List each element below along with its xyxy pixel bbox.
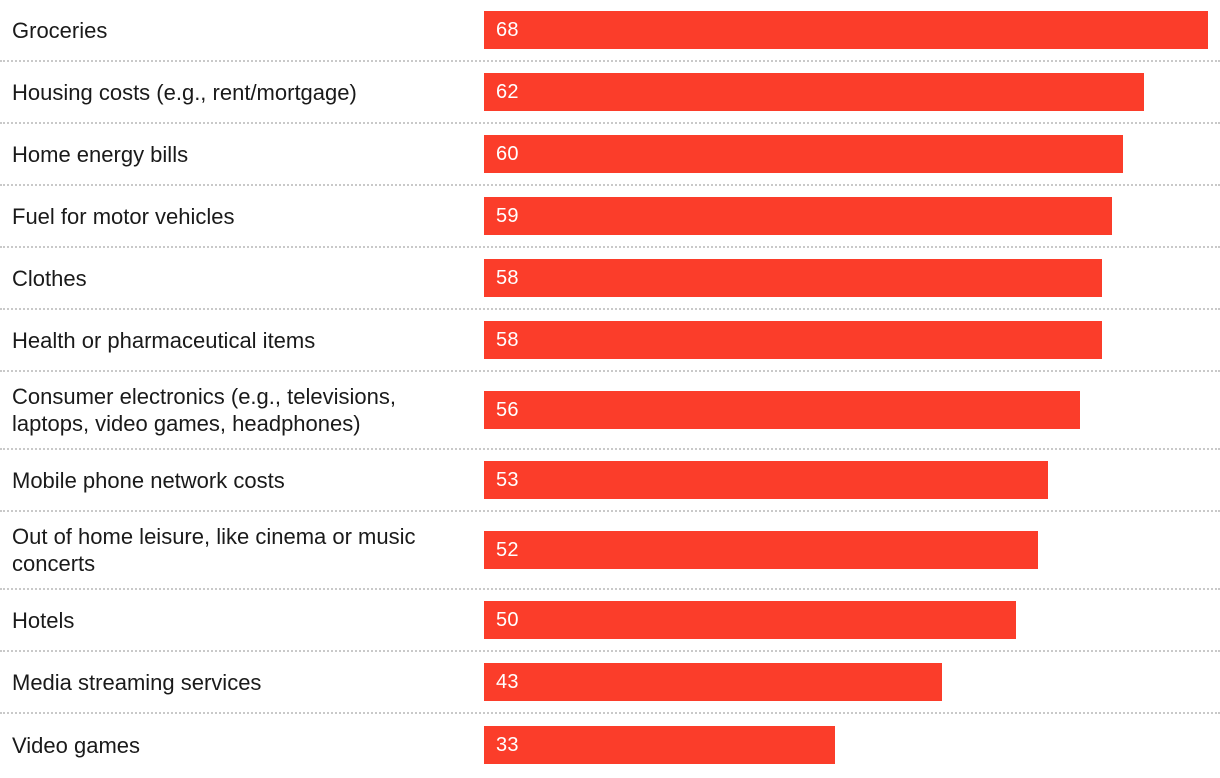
category-label: Video games [12,732,141,758]
value-bar: 50 [484,601,1017,639]
chart-row: Video games 33 [0,714,1220,776]
bar-track: 56 [484,391,1220,429]
value-label: 50 [496,609,519,631]
value-bar: 60 [484,135,1123,173]
value-label: 60 [496,143,519,165]
chart-row: Fuel for motor vehicles 59 [0,186,1220,248]
bar-track: 58 [484,259,1220,297]
chart-row: Home energy bills 60 [0,124,1220,186]
category-label: Home energy bills [12,141,189,167]
chart-row: Clothes 58 [0,248,1220,310]
value-bar: 58 [484,321,1102,359]
value-label: 56 [496,399,519,421]
value-bar: 62 [484,73,1145,111]
category-label: Groceries [12,17,108,43]
value-bar: 68 [484,11,1208,49]
chart-row: Consumer electronics (e.g., televisions,… [0,372,1220,450]
value-bar: 58 [484,259,1102,297]
bar-track: 53 [484,461,1220,499]
chart-row: Hotels 50 [0,590,1220,652]
category-label: Consumer electronics (e.g., televisions,… [12,384,396,436]
value-label: 52 [496,539,519,561]
bar-track: 58 [484,321,1220,359]
value-bar: 52 [484,531,1038,569]
bar-track: 59 [484,197,1220,235]
value-label: 58 [496,329,519,351]
chart-row: Health or pharmaceutical items 58 [0,310,1220,372]
category-label: Clothes [12,265,87,291]
bar-track: 62 [484,73,1220,111]
category-label: Out of home leisure, like cinema or musi… [12,524,416,576]
category-label: Hotels [12,607,75,633]
value-label: 58 [496,267,519,289]
bar-track: 52 [484,531,1220,569]
value-bar: 56 [484,391,1081,429]
chart-row: Mobile phone network costs 53 [0,450,1220,512]
value-label: 33 [496,734,519,756]
bar-track: 60 [484,135,1220,173]
category-label: Housing costs (e.g., rent/mortgage) [12,79,357,105]
value-label: 68 [496,19,519,41]
value-bar: 53 [484,461,1049,499]
category-label: Health or pharmaceutical items [12,327,316,353]
chart-row: Out of home leisure, like cinema or musi… [0,512,1220,590]
value-label: 43 [496,671,519,693]
value-label: 59 [496,205,519,227]
bar-track: 43 [484,663,1220,701]
bar-track: 50 [484,601,1220,639]
chart-row: Housing costs (e.g., rent/mortgage) 62 [0,62,1220,124]
chart-row: Groceries 68 [0,0,1220,62]
bar-track: 68 [484,11,1220,49]
category-label: Fuel for motor vehicles [12,203,235,229]
value-bar: 59 [484,197,1113,235]
value-bar: 43 [484,663,942,701]
category-label: Media streaming services [12,669,262,695]
bar-track: 33 [484,726,1220,764]
chart-row: Media streaming services 43 [0,652,1220,714]
value-label: 53 [496,469,519,491]
category-label: Mobile phone network costs [12,467,285,493]
value-bar: 33 [484,726,836,764]
value-label: 62 [496,81,519,103]
